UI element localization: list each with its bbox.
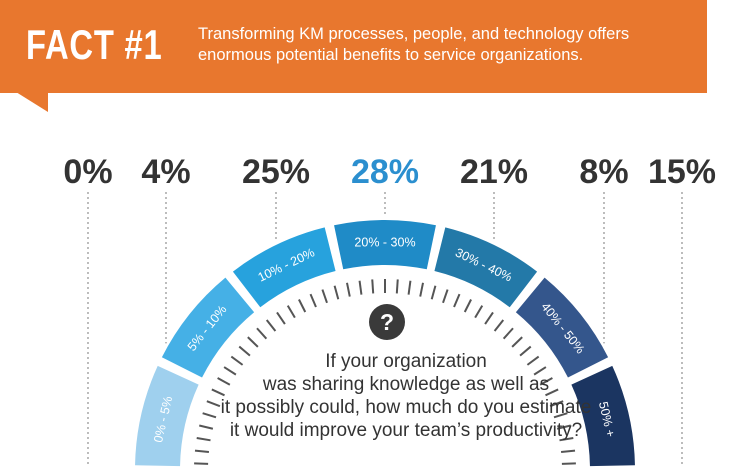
scale-tick [533, 366, 547, 376]
scale-tick [442, 289, 449, 304]
scale-tick [511, 336, 523, 348]
fact-title: FACT #1 [26, 21, 163, 68]
scale-tick [407, 280, 412, 295]
fact-description: Transforming KM processes, people, and t… [198, 24, 703, 66]
fact-description-line-2: enormous potential benefits to service o… [198, 46, 584, 64]
scale-tick [206, 400, 221, 408]
scale-tick [430, 285, 437, 300]
scale-tick [395, 279, 399, 294]
scale-tick [493, 319, 505, 332]
arc-segment-3 [232, 227, 336, 308]
value-label: 25% [242, 153, 310, 191]
scale-tick [358, 280, 363, 295]
scale-tick [519, 345, 532, 357]
banner-pointer [16, 92, 48, 112]
value-label: 28% [351, 153, 419, 191]
fact-description-line-1: Transforming KM processes, people, and t… [198, 25, 630, 43]
scale-tick [549, 400, 564, 408]
scale-tick [286, 305, 296, 319]
scale-tick [199, 424, 214, 430]
scale-tick [463, 299, 472, 313]
survey-question-line-2: was sharing knowledge as well as [262, 374, 550, 395]
survey-question-line-1: If your organization [325, 351, 487, 372]
value-label: 15% [648, 153, 716, 191]
scale-tick [502, 327, 514, 340]
scale-tick [545, 388, 559, 397]
arc-segment-label: 20% - 30% [354, 236, 415, 250]
scale-tick [238, 345, 251, 357]
scale-tick [256, 327, 268, 340]
arc-segment-7 [571, 365, 635, 467]
scale-tick [419, 282, 424, 297]
scale-tick [202, 412, 217, 419]
scale-tick [453, 293, 461, 308]
scale-tick [526, 355, 540, 366]
scale-tick [298, 299, 307, 313]
scale-tick [276, 311, 286, 325]
scale-tick [560, 449, 576, 454]
scale-tick [309, 293, 317, 308]
arc-segment-5 [434, 227, 538, 308]
scale-tick [559, 436, 574, 442]
scale-tick [223, 366, 237, 376]
scale-tick [484, 311, 494, 325]
scale-tick [553, 412, 568, 419]
scale-tick [371, 279, 375, 294]
scale-tick [321, 289, 328, 304]
scale-tick [247, 336, 259, 348]
survey-question-line-3: it possibly could, how much do you estim… [220, 397, 592, 418]
fact-banner [0, 0, 707, 93]
value-label: 8% [579, 153, 628, 191]
scale-tick [556, 424, 571, 430]
survey-question-line-4: it would improve your team’s productivit… [229, 420, 583, 441]
value-label: 21% [460, 153, 528, 191]
scale-tick [217, 377, 231, 386]
survey-question: If your organization was sharing knowled… [196, 350, 616, 442]
scale-tick [196, 436, 211, 442]
question-mark-icon: ? [369, 304, 405, 340]
arc-segment-2 [161, 277, 255, 378]
scale-tick [211, 388, 225, 397]
scale-tick [539, 377, 553, 386]
scale-tick [474, 305, 484, 319]
scale-tick [346, 282, 351, 297]
scale-tick [194, 449, 210, 454]
value-label: 4% [141, 153, 190, 191]
scale-tick [333, 285, 340, 300]
arc-segment-4 [334, 219, 436, 270]
arc-segment-1 [135, 365, 199, 467]
scale-tick [265, 319, 277, 332]
scale-tick [230, 355, 244, 366]
arc-segment-6 [515, 277, 609, 378]
value-label: 0% [63, 153, 112, 191]
